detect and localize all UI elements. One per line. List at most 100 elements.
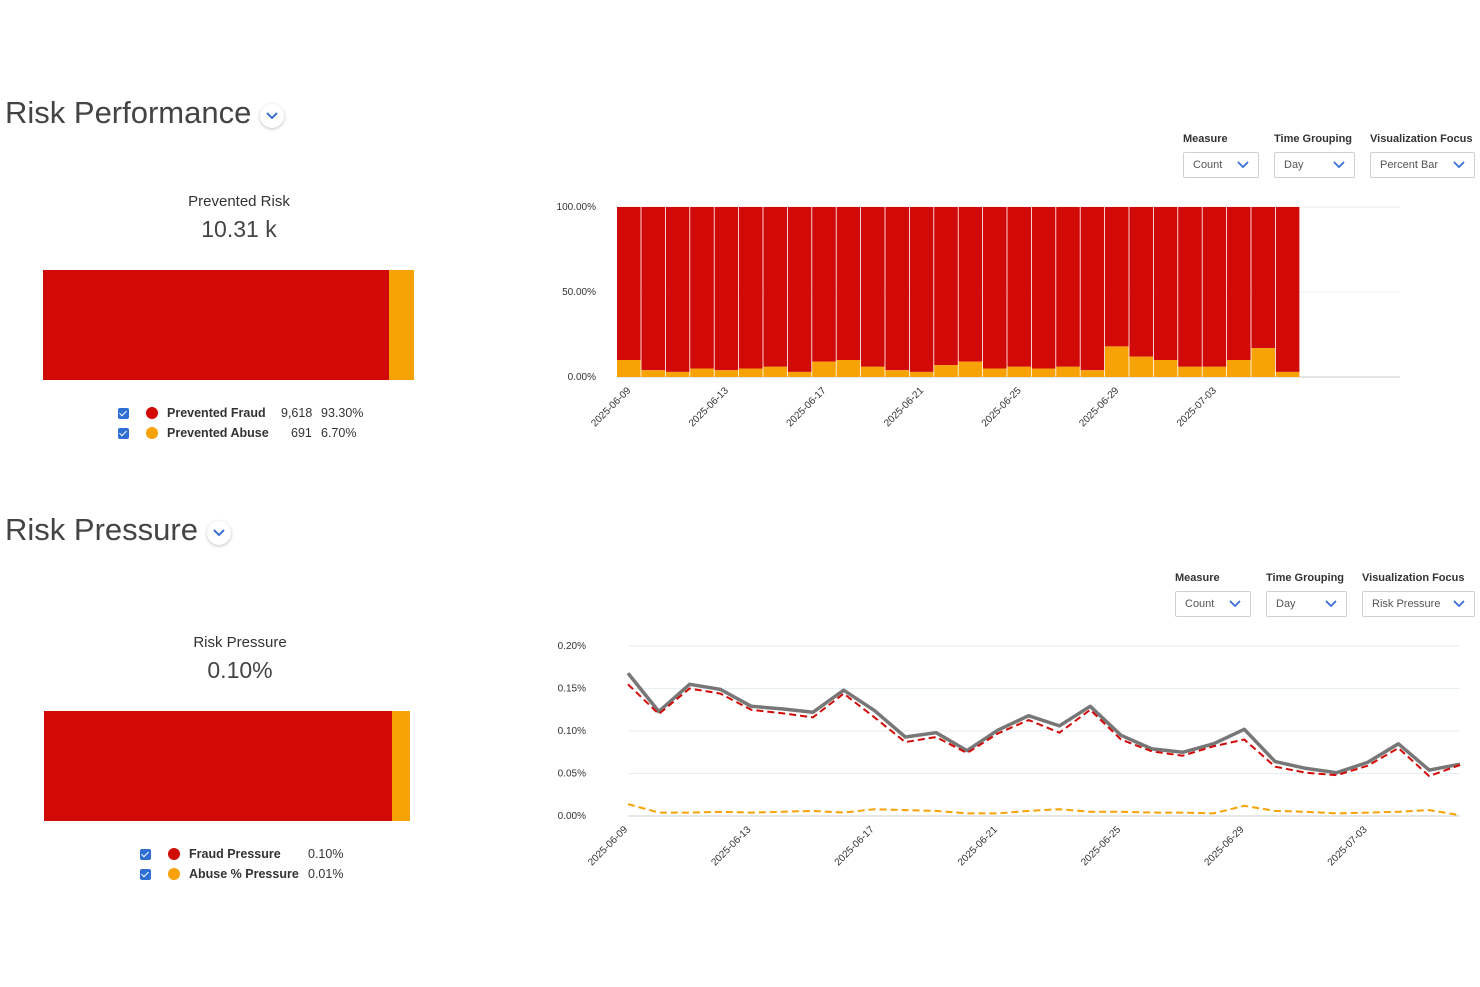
x-tick-label: 2025-07-03 [1175,385,1219,429]
bar-segment-abuse [885,370,909,377]
bar-segment-abuse [763,366,787,377]
legend-item: Abuse % Pressure 0.01% [140,865,343,883]
page-title: Risk Pressure [5,512,198,547]
legend-pct: 93.30% [321,406,364,420]
legend-name: Abuse % Pressure [189,867,299,881]
time-grouping-label: Time Grouping [1266,572,1345,584]
x-tick-label: 2025-06-29 [1077,385,1121,429]
bar-segment-fraud [1129,207,1153,357]
bar-segment-fraud [812,207,836,362]
chevron-down-icon [1229,600,1241,608]
series-line-abuse [627,803,1461,817]
stack-segment-fraud [43,270,390,380]
bar-segment-fraud [836,207,861,360]
stack-segment-abuse [391,711,410,821]
select-value: Risk Pressure [1372,598,1441,610]
legend-count: 9,618 [281,406,313,420]
checkbox[interactable] [118,407,129,419]
series-line-total [626,672,1461,775]
bar-segment-fraud [1227,207,1251,360]
visualization-focus-label: Visualization Focus [1370,133,1473,145]
y-tick-label: 0.10% [558,726,586,737]
bar-segment-fraud [1202,207,1227,367]
legend-dot [146,427,158,439]
collapse-toggle[interactable] [207,521,231,545]
checkbox[interactable] [140,868,151,880]
bar-segment-abuse [1275,371,1300,377]
measure-select[interactable]: Count [1183,152,1259,178]
risk-pressure-line-chart: 0.20% 0.15% 0.10% 0.05% 0.00%2025-06-09 2025-… [558,641,1461,868]
bar-segment-abuse [787,371,812,377]
bar-segment-abuse [1056,366,1080,377]
bar-segment-fraud [1080,207,1105,371]
bar-segment-fraud [1275,207,1300,372]
legend-item: Prevented Fraud 9,618 93.30% [118,404,363,422]
time-grouping-label: Time Grouping [1274,133,1353,145]
section-title-risk-performance: Risk Performance [5,95,284,131]
chevron-down-icon [1453,161,1465,169]
chevron-down-icon [213,529,225,537]
page-title: Risk Performance [5,95,252,130]
bar-segment-abuse [1007,366,1031,377]
visualization-focus-label: Visualization Focus [1362,572,1465,584]
visualization-focus-select[interactable]: Risk Pressure [1362,591,1475,617]
bar-segment-fraud [1251,207,1275,349]
select-value: Count [1193,159,1223,171]
bar-segment-fraud [983,207,1007,369]
bar-segment-abuse [934,365,958,377]
legend-item: Fraud Pressure 0.10% [140,845,343,863]
bar-segment-abuse [714,370,739,377]
bar-segment-fraud [690,207,714,369]
bar-segment-abuse [861,366,885,377]
collapse-toggle[interactable] [260,104,284,128]
stack-segment-abuse [389,270,414,380]
bar-segment-abuse [1105,346,1129,377]
x-tick-label: 2025-06-21 [882,385,926,429]
bar-segment-fraud [763,207,787,367]
checkbox[interactable] [140,848,151,860]
bar-segment-abuse [1031,368,1056,377]
bar-segment-fraud [787,207,812,372]
y-tick-label: 100.00% [557,202,597,213]
x-tick-label: 2025-06-17 [833,824,877,868]
y-tick-label: 0.15% [558,684,586,695]
legend-item: Prevented Abuse 691 6.70% [118,424,356,442]
bar-segment-fraud [861,207,885,367]
stack-segment-fraud [44,711,392,821]
measure-select[interactable]: Count [1175,591,1251,617]
section-title-risk-pressure: Risk Pressure [5,512,231,548]
visualization-focus-select[interactable]: Percent Bar [1370,152,1475,178]
time-grouping-select[interactable]: Day [1274,152,1355,178]
time-grouping-select[interactable]: Day [1266,591,1347,617]
bar-segment-abuse [690,368,714,377]
bar-segment-abuse [739,368,763,377]
bar-segment-abuse [665,371,690,377]
kpi-label: Risk Pressure [193,634,287,651]
legend-pct: 0.01% [308,867,344,881]
legend-pct: 0.10% [308,847,344,861]
bar-segment-abuse [1080,370,1105,377]
bar-segment-abuse [812,361,836,377]
select-value: Count [1185,598,1215,610]
bar-segment-abuse [617,360,641,377]
y-tick-label: 0.00% [558,811,586,822]
x-tick-label: 2025-06-09 [589,385,633,429]
bar-segment-fraud [739,207,763,369]
series-line-fraud [627,683,1461,778]
bar-segment-fraud [617,207,641,360]
bar-segment-fraud [1105,207,1129,347]
legend-count: 691 [291,426,312,440]
checkbox[interactable] [118,427,129,439]
bar-segment-fraud [1007,207,1031,367]
chevron-down-icon [1237,161,1249,169]
bar-segment-abuse [1251,348,1275,377]
bar-segment-abuse [958,361,983,377]
bar-segment-fraud [1056,207,1080,367]
select-value: Day [1284,159,1304,171]
select-value: Percent Bar [1380,159,1439,171]
percent-bar-chart: 100.00% 50.00% 0.00% 2025-06-09 2025-06-13 20… [557,202,1400,429]
legend-name: Prevented Fraud [167,406,266,420]
chevron-down-icon [1333,161,1345,169]
x-tick-label: 2025-06-29 [1202,824,1246,868]
bar-segment-fraud [714,207,739,371]
